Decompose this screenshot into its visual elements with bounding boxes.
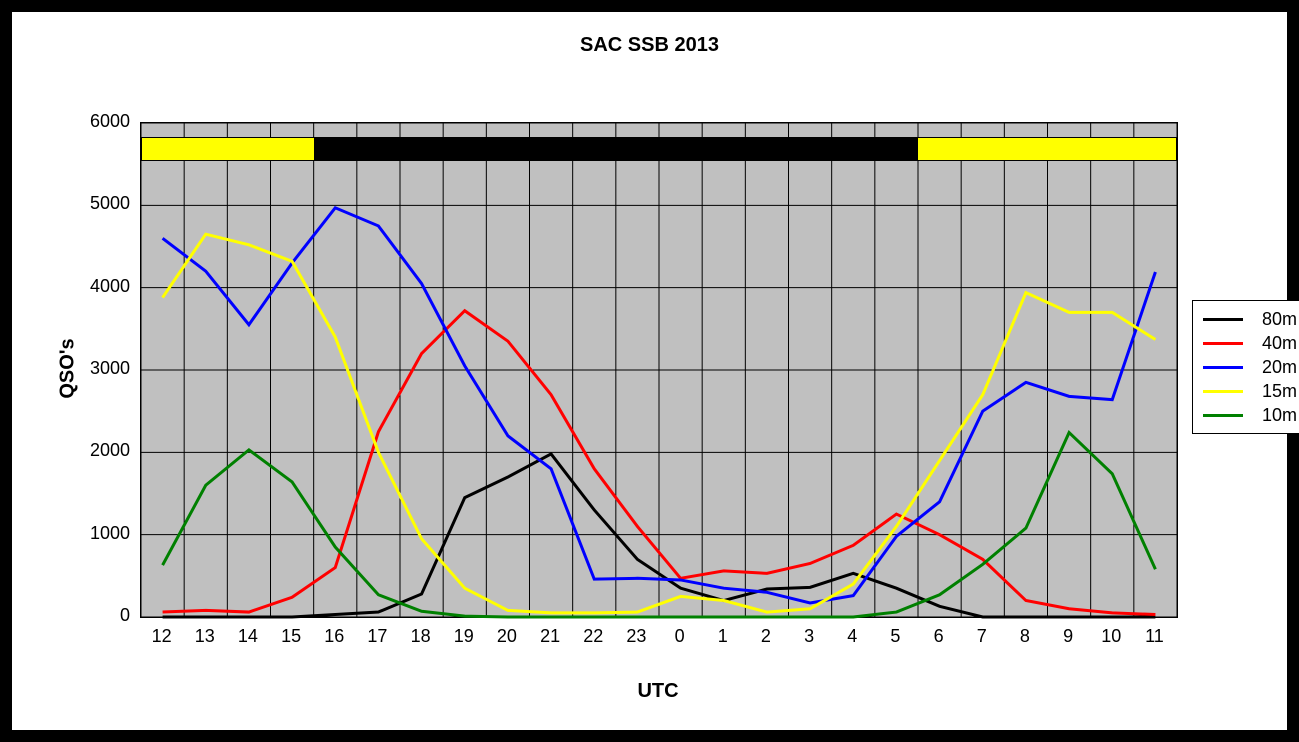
y-tick-label: 4000 bbox=[90, 276, 130, 297]
x-tick-label: 3 bbox=[797, 626, 821, 647]
legend-swatch bbox=[1203, 342, 1243, 345]
x-tick-label: 18 bbox=[409, 626, 433, 647]
legend-item: 80m bbox=[1203, 307, 1297, 331]
x-tick-label: 2 bbox=[754, 626, 778, 647]
y-axis-label: QSO's bbox=[57, 338, 80, 398]
data-lines bbox=[141, 123, 1177, 617]
x-tick-label: 11 bbox=[1142, 626, 1166, 647]
x-tick-label: 12 bbox=[150, 626, 174, 647]
x-tick-label: 17 bbox=[365, 626, 389, 647]
legend-label: 20m bbox=[1257, 357, 1297, 378]
x-tick-label: 13 bbox=[193, 626, 217, 647]
x-tick-label: 0 bbox=[668, 626, 692, 647]
y-tick-label: 5000 bbox=[90, 193, 130, 214]
legend-swatch bbox=[1203, 366, 1243, 369]
y-tick-label: 2000 bbox=[90, 440, 130, 461]
chart-frame: SAC SSB 2013 QSO's UTC 80m 40m 20m 15m 10m 0… bbox=[0, 0, 1299, 742]
legend-item: 10m bbox=[1203, 403, 1297, 427]
x-tick-label: 21 bbox=[538, 626, 562, 647]
legend-item: 20m bbox=[1203, 355, 1297, 379]
x-tick-label: 1 bbox=[711, 626, 735, 647]
legend-item: 40m bbox=[1203, 331, 1297, 355]
y-tick-label: 6000 bbox=[90, 111, 130, 132]
series-80m bbox=[163, 454, 1156, 617]
x-axis-label: UTC bbox=[140, 680, 1176, 703]
series-40m bbox=[163, 311, 1156, 615]
plot-area bbox=[140, 122, 1178, 618]
x-tick-label: 22 bbox=[581, 626, 605, 647]
legend-label: 10m bbox=[1257, 405, 1297, 426]
x-tick-label: 19 bbox=[452, 626, 476, 647]
legend-swatch bbox=[1203, 414, 1243, 417]
x-tick-label: 7 bbox=[970, 626, 994, 647]
x-tick-label: 4 bbox=[840, 626, 864, 647]
series-10m bbox=[163, 433, 1156, 617]
x-tick-label: 5 bbox=[883, 626, 907, 647]
legend-swatch bbox=[1203, 318, 1243, 321]
legend-label: 40m bbox=[1257, 333, 1297, 354]
x-tick-label: 16 bbox=[322, 626, 346, 647]
legend-label: 15m bbox=[1257, 381, 1297, 402]
y-tick-label: 0 bbox=[120, 605, 130, 626]
series-15m bbox=[163, 234, 1156, 613]
x-tick-label: 10 bbox=[1099, 626, 1123, 647]
legend: 80m 40m 20m 15m 10m bbox=[1192, 300, 1299, 434]
legend-label: 80m bbox=[1257, 309, 1297, 330]
x-tick-label: 9 bbox=[1056, 626, 1080, 647]
x-tick-label: 23 bbox=[624, 626, 648, 647]
chart-title: SAC SSB 2013 bbox=[12, 34, 1287, 57]
legend-item: 15m bbox=[1203, 379, 1297, 403]
y-tick-label: 1000 bbox=[90, 523, 130, 544]
y-tick-label: 3000 bbox=[90, 358, 130, 379]
x-tick-label: 6 bbox=[927, 626, 951, 647]
legend-swatch bbox=[1203, 390, 1243, 393]
x-tick-label: 14 bbox=[236, 626, 260, 647]
x-tick-label: 20 bbox=[495, 626, 519, 647]
x-tick-label: 15 bbox=[279, 626, 303, 647]
x-tick-label: 8 bbox=[1013, 626, 1037, 647]
